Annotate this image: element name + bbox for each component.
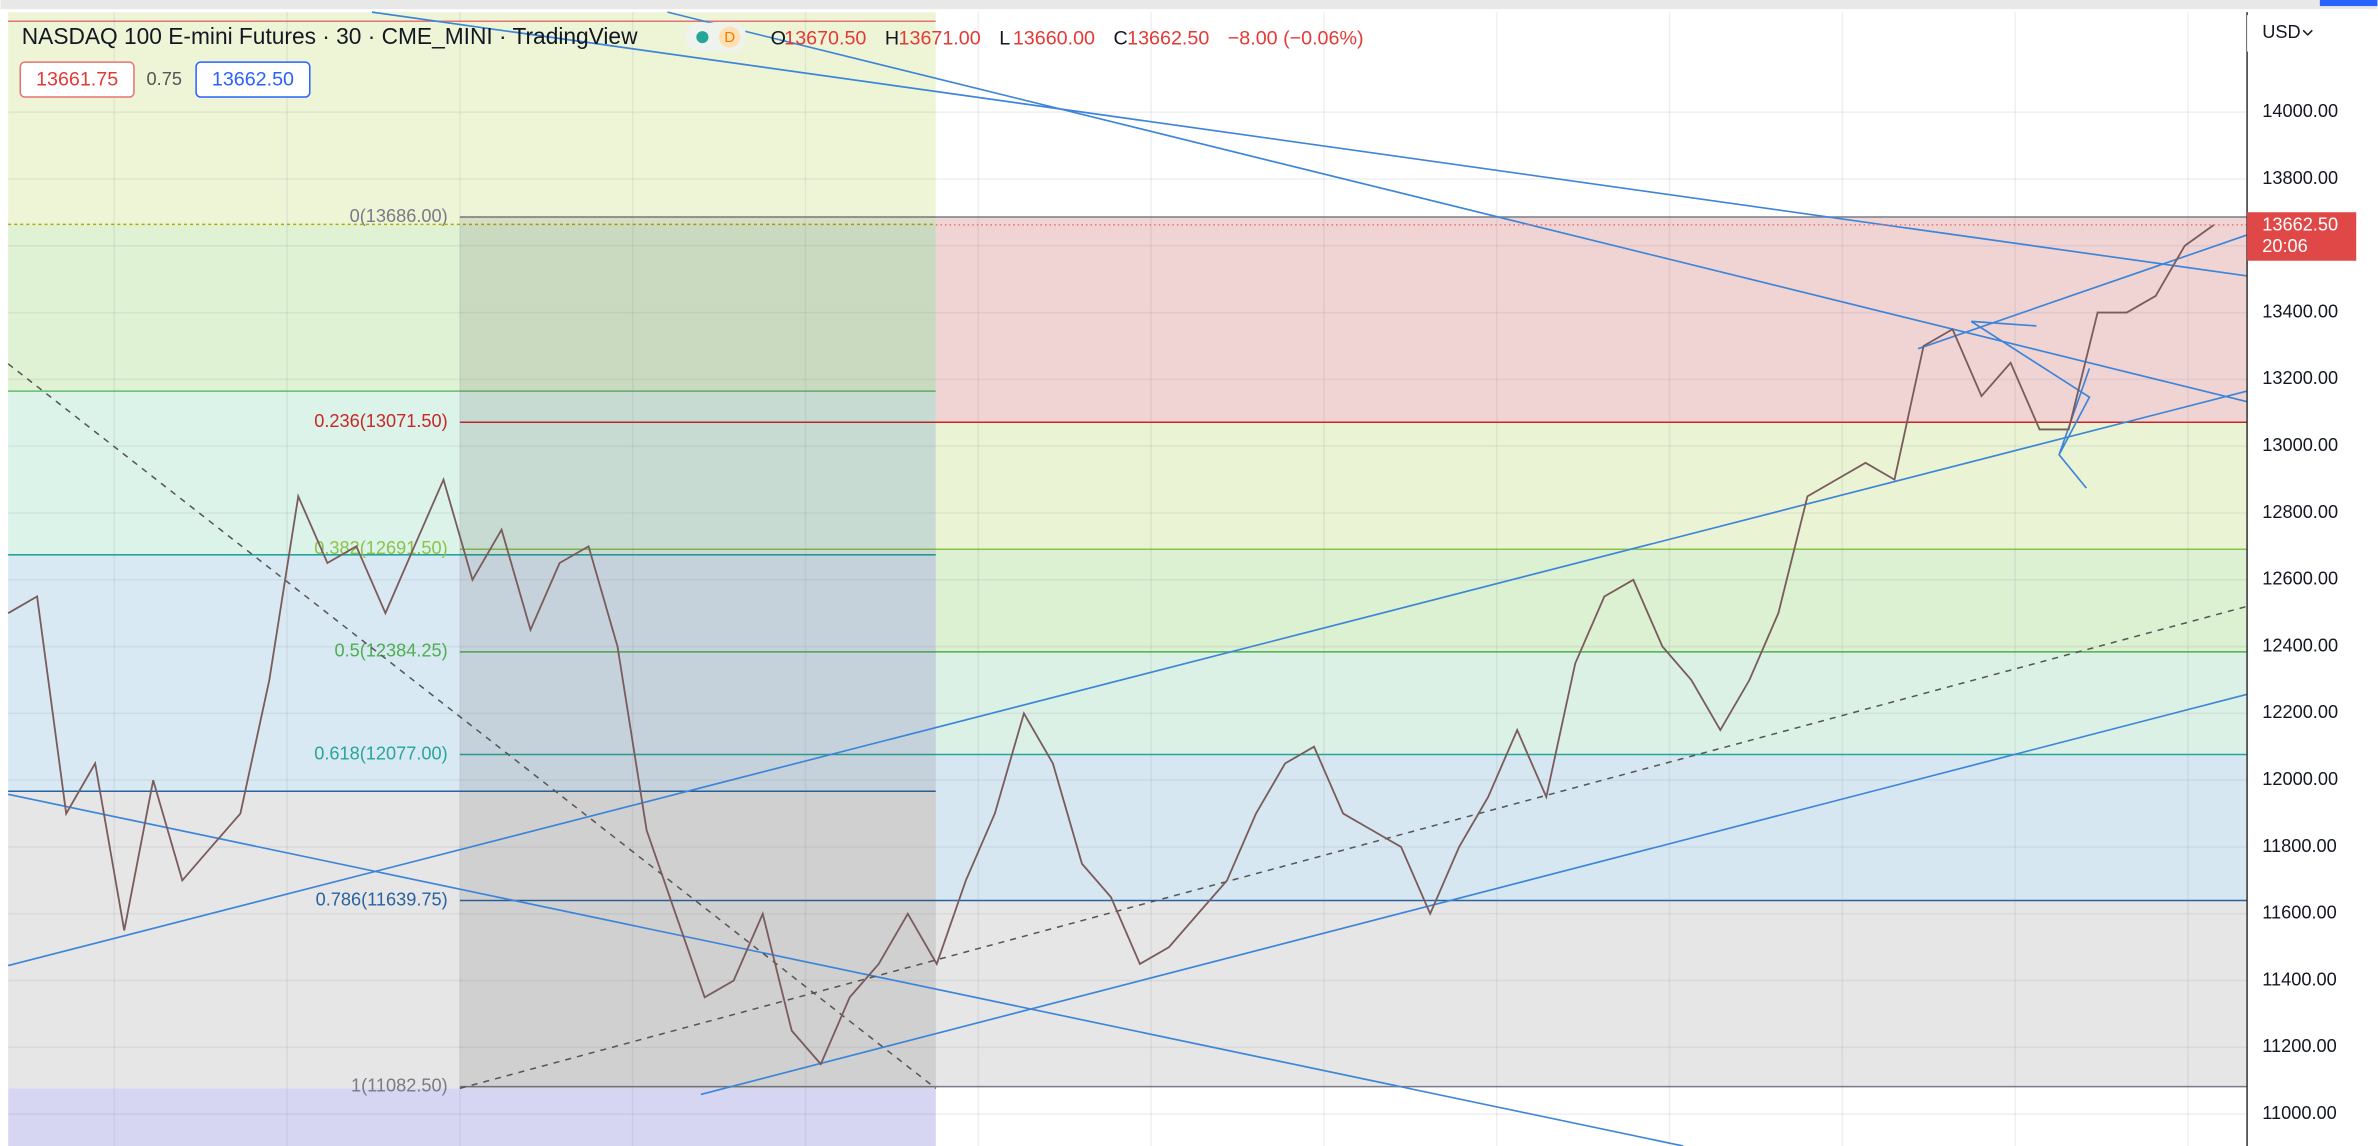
- change: −8.00 (−0.06%): [1228, 28, 1364, 50]
- fib-retracement: 0(13686.00) 0.236(13071.50) 0.382(12691.50…: [314, 12, 2248, 1095]
- dashed-line: [7, 363, 937, 1089]
- y-tick-label: 12800.00: [2262, 502, 2338, 522]
- ohlc-key: O: [771, 28, 786, 50]
- currency-box[interactable]: [2247, 15, 2378, 52]
- y-tick-label: 11000.00: [2262, 1103, 2337, 1123]
- y-tick-label: 12600.00: [2262, 569, 2338, 589]
- badge-bg: [719, 26, 741, 48]
- y-tick-label: 11600.00: [2262, 903, 2337, 923]
- trend-line: [7, 390, 2248, 967]
- fib-label: 0.382(12691.50): [314, 538, 448, 558]
- symbol-title: NASDAQ 100 E-mini Futures · 30 · CME_MIN…: [22, 23, 638, 49]
- band: [8, 1088, 936, 1146]
- ohlc-key: L: [999, 28, 1010, 50]
- band: [8, 554, 936, 792]
- ohlc-value: 13671.00: [899, 28, 981, 50]
- trend-lines: [7, 11, 2248, 1146]
- fib-label: 0.5(12384.25): [334, 641, 447, 661]
- last-price: 13662.50: [2262, 215, 2338, 235]
- y-tick-label: 13000.00: [2262, 435, 2338, 455]
- range-box: [459, 216, 936, 1089]
- drawing: [1970, 320, 2091, 489]
- band: [8, 12, 936, 225]
- ohlc-value: 13670.50: [784, 28, 866, 50]
- y-tick-label: 12200.00: [2262, 702, 2338, 722]
- bid-box[interactable]: [19, 61, 135, 98]
- ask-box[interactable]: [195, 61, 311, 98]
- trend-line: [700, 693, 2248, 1096]
- ask[interactable]: 13662.50: [212, 69, 294, 91]
- grid: [8, 12, 2248, 1146]
- fib-label: 0.236(13071.50): [314, 411, 448, 431]
- band: [8, 224, 936, 392]
- ohlc-key: H: [885, 28, 899, 50]
- fib-band: [935, 651, 2248, 755]
- fib-label: 1(11082.50): [351, 1075, 448, 1095]
- y-tick-label: 11400.00: [2262, 969, 2337, 989]
- dashed-line: [459, 605, 2248, 1090]
- fib-band: [935, 900, 2248, 1087]
- left-bands: [8, 12, 936, 1146]
- ohlc-value: 13660.00: [1013, 28, 1095, 50]
- fib-label: 0.786(11639.75): [316, 889, 448, 909]
- fib-band: [935, 754, 2248, 901]
- top-accent: [2319, 0, 2378, 7]
- trend-line: [1917, 234, 2248, 350]
- chevron: [2302, 29, 2313, 36]
- countdown: 20:06: [2262, 236, 2308, 256]
- y-tick-label: 12400.00: [2262, 635, 2338, 655]
- y-tick-label: 13800.00: [2262, 168, 2338, 188]
- ohlc-value: 13662.50: [1127, 28, 1209, 50]
- fib-band: [935, 217, 2248, 423]
- fib-band: [935, 549, 2248, 652]
- status-dot: [696, 31, 709, 44]
- trend-line: [371, 11, 2248, 277]
- fib-band: [935, 422, 2248, 550]
- price-tag: [2247, 212, 2357, 261]
- price-axis: [2247, 0, 2378, 1146]
- y-tick-label: 13200.00: [2262, 368, 2338, 388]
- band: [8, 791, 936, 1089]
- y-tick-label: 14000.00: [2262, 101, 2338, 121]
- bid[interactable]: 13661.75: [36, 69, 118, 91]
- trend-line: [667, 11, 2248, 403]
- ohlc-key: C: [1114, 28, 1128, 50]
- y-tick-label: 11200.00: [2262, 1036, 2337, 1056]
- trend-line: [7, 793, 1684, 1146]
- y-tick-label: 11800.00: [2262, 836, 2337, 856]
- fib-label: 0(13686.00): [350, 206, 448, 226]
- band: [8, 391, 936, 555]
- y-tick-label: 12000.00: [2262, 769, 2338, 789]
- fib-label: 0.618(12077.00): [314, 743, 448, 763]
- badge: D: [724, 29, 735, 46]
- price-series: [7, 224, 2215, 1066]
- top-bar: [0, 0, 2378, 10]
- currency[interactable]: USD: [2262, 22, 2300, 42]
- price-axis-labels: 11000.00 11200.00 11400.00 11600.00 11800.00…: [2262, 101, 2338, 1123]
- price-line: [7, 224, 2215, 1066]
- dashed-lines: [7, 363, 2248, 1090]
- y-tick-label: 13400.00: [2262, 301, 2338, 321]
- spread: 0.75: [147, 69, 182, 89]
